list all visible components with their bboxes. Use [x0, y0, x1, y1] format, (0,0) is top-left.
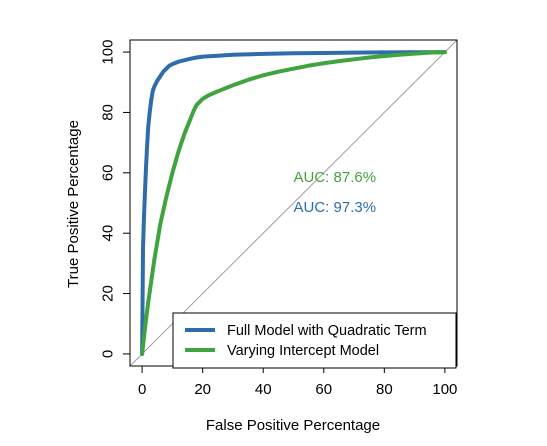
x-tick-label-60: 60	[315, 381, 332, 398]
auc-annotations: AUC: 97.3% AUC: 87.6%	[294, 169, 377, 216]
auc-label-full-model: AUC: 97.3%	[294, 199, 377, 216]
x-tick-label-80: 80	[376, 381, 393, 398]
y-tick-label-80: 80	[100, 104, 117, 121]
legend-box	[172, 312, 457, 369]
legend: Full Model with Quadratic Term Varying I…	[172, 312, 457, 369]
y-tick-label-60: 60	[100, 164, 117, 181]
legend-label-varying-intercept: Varying Intercept Model	[227, 343, 379, 359]
y-tick-label-0: 0	[100, 350, 117, 358]
y-tick-label-40: 40	[100, 225, 117, 242]
y-tick-label-100: 100	[100, 40, 117, 65]
x-axis-label: False Positive Percentage	[206, 417, 380, 434]
reference-diagonal-line	[129, 39, 458, 367]
y-axis-label: True Positive Percentage	[65, 120, 82, 288]
auc-label-varying-intercept: AUC: 87.6%	[294, 169, 377, 186]
x-tick-label-100: 100	[432, 381, 457, 398]
y-tick-label-20: 20	[100, 285, 117, 302]
series-line-full-model	[140, 50, 447, 356]
series-line-varying-intercept	[140, 50, 447, 356]
x-tick-label-40: 40	[255, 381, 272, 398]
legend-label-full-model: Full Model with Quadratic Term	[227, 323, 427, 339]
x-tick-label-0: 0	[138, 381, 146, 398]
x-tick-label-20: 20	[194, 381, 211, 398]
